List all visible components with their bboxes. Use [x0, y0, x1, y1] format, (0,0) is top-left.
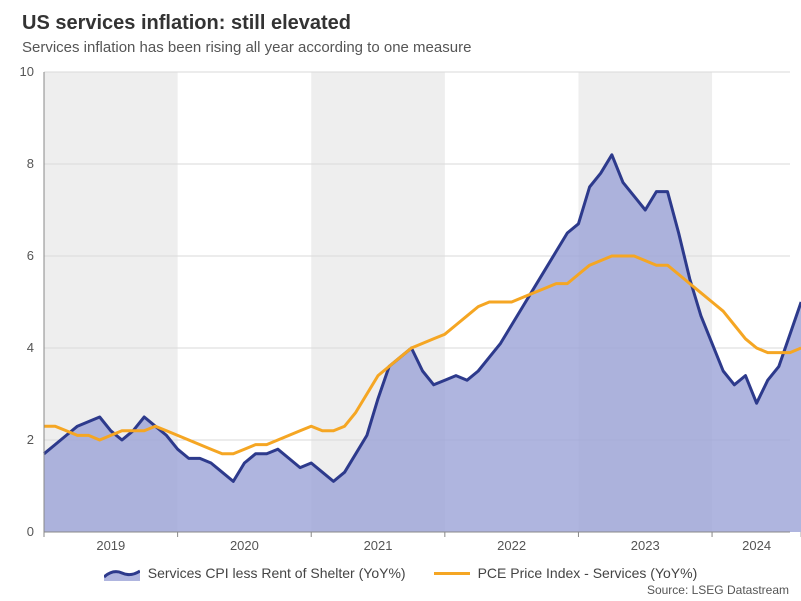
x-tick-label: 2020	[230, 538, 259, 553]
chart-area: 0 2 4 6 8 10 2019 2020 2021 2022 2023 2024	[0, 0, 801, 567]
chart-svg: 0 2 4 6 8 10 2019 2020 2021 2022 2023 2024	[0, 0, 801, 562]
y-tick-label: 8	[27, 156, 34, 171]
y-tick-label: 4	[27, 340, 34, 355]
legend-swatch-cpi	[104, 567, 140, 579]
x-tick-label: 2024	[742, 538, 771, 553]
y-tick-label: 10	[20, 64, 34, 79]
x-tick-label: 2021	[364, 538, 393, 553]
legend-item-pce: PCE Price Index - Services (YoY%)	[434, 565, 698, 581]
x-tick-label: 2019	[96, 538, 125, 553]
source-label: Source: LSEG Datastream	[647, 583, 789, 597]
x-tick-label: 2022	[497, 538, 526, 553]
y-tick-label: 0	[27, 524, 34, 539]
legend-swatch-pce	[434, 572, 470, 575]
legend-item-cpi: Services CPI less Rent of Shelter (YoY%)	[104, 565, 406, 581]
legend: Services CPI less Rent of Shelter (YoY%)…	[0, 565, 801, 581]
legend-label-cpi: Services CPI less Rent of Shelter (YoY%)	[148, 565, 406, 581]
y-tick-label: 6	[27, 248, 34, 263]
x-tick-label: 2023	[631, 538, 660, 553]
legend-label-pce: PCE Price Index - Services (YoY%)	[478, 565, 698, 581]
y-tick-label: 2	[27, 432, 34, 447]
